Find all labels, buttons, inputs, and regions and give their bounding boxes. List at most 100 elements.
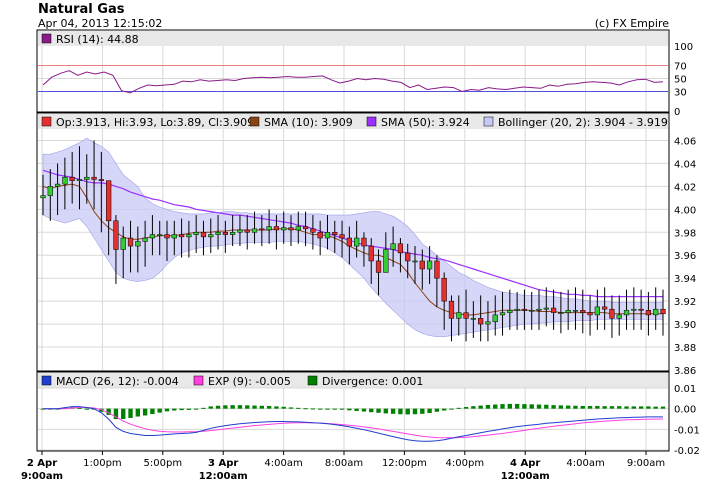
divergence-bar [631,406,637,409]
candle-body [631,308,637,311]
candle-body [84,176,90,180]
divergence-bar [478,405,483,409]
candle-body [361,237,367,247]
candle-body [149,234,156,239]
divergence-bar [587,405,593,409]
candle-body [310,228,316,233]
candle-body [113,220,119,250]
candle-body [54,183,61,187]
candle-body [521,308,528,311]
x-axis: 2 Apr 9:00am 1:00pm 5:00pm 3 Apr 12:00am 4:00a… [21,451,665,482]
divergence-bar [106,408,111,415]
bollinger-legend-label: Bollinger (20, 2): 3.904 - 3.919 [498,116,668,129]
rsi-tick-label: 100 [674,42,693,53]
candle-body [127,237,134,247]
candle-body [529,310,535,312]
candle-body [332,232,338,235]
candle-body [157,234,163,236]
divergence-bar [624,406,629,409]
rsi-legend-bar [38,31,668,46]
divergence-bar [354,408,359,411]
divergence-bar [237,405,243,409]
divergence-bar [266,405,272,409]
divergence-bar [398,408,403,415]
divergence-bar [558,405,564,409]
candle-body [135,241,141,247]
candle-body [76,179,83,181]
divergence-bar [427,408,432,414]
candle-body [456,312,462,319]
divergence-bar [128,408,133,418]
divergence-bar [522,404,527,409]
candle-body [354,237,360,247]
x-tick-label: 2 Apr [27,458,57,469]
candle-body [171,234,177,239]
x-tick-label: 4:00pm [446,458,485,469]
candle-body [507,310,513,313]
candle-body [259,228,265,231]
divergence-bar [390,408,396,414]
candle-body [565,310,571,313]
price-tick-label: 3.92 [674,297,696,308]
candle-body [653,308,659,316]
x-tick-label: 5:00pm [144,458,183,469]
divergence-bar [602,406,607,409]
rsi-grid [38,46,668,111]
divergence-bar [420,408,425,414]
candle-body [91,176,97,180]
divergence-legend-swatch [307,375,318,386]
divergence-bar [230,405,235,409]
candle-body [47,186,53,196]
divergence-bar [383,408,389,414]
candle-body [602,306,608,310]
exp-legend-label: EXP (9): -0.005 [208,375,291,388]
macd-y-axis: -0.02 -0.01 0.00 0.01 [674,384,700,457]
divergence-bar [223,405,228,409]
candle-body [638,308,644,311]
sma10-legend-label: SMA (10): 3.909 [264,116,353,129]
divergence-bar [245,405,250,409]
divergence-bar [347,408,352,411]
divergence-bar [573,405,578,409]
chart-copyright: (c) FX Empire [595,17,669,30]
candle-body [499,312,506,316]
x-tick-label: 4:00am [566,458,604,469]
divergence-bar [441,408,447,411]
divergence-bar [172,408,177,411]
divergence-bar [580,405,585,409]
x-tick-label: 8:00am [325,458,363,469]
divergence-bar [434,408,440,412]
divergence-bar [485,404,491,409]
divergence-bar [157,408,162,413]
candle-body [463,312,469,319]
rsi-tick-label: 0 [674,107,680,118]
candle-body [324,232,331,239]
divergence-bar [142,408,148,416]
exp-legend-swatch [193,375,204,386]
candle-body [580,310,586,313]
candle-body [186,234,192,238]
divergence-bar [215,405,221,409]
divergence-bar [507,403,513,409]
candle-body [295,226,301,231]
candle-body [230,232,236,235]
price-tick-label: 4.04 [674,159,696,170]
rsi-tick-label: 70 [674,62,687,73]
x-tick-sublabel: 12:00am [501,471,550,482]
price-tick-label: 3.90 [674,320,696,331]
macd-tick-label: -0.01 [674,425,700,436]
candle-body [302,226,309,230]
rsi-tick-label: 30 [674,88,687,99]
candle-body [339,234,345,239]
candle-body [645,310,652,316]
candle-body [164,234,170,239]
candle-body [273,226,280,231]
price-legend-bar [38,114,668,129]
candle-body [62,176,68,185]
divergence-bar [179,408,184,411]
divergence-bar [493,404,498,409]
rsi-y-axis: 0 30 50 70 100 [674,42,693,118]
macd-line [43,406,663,442]
rsi-legend-swatch [41,33,52,44]
